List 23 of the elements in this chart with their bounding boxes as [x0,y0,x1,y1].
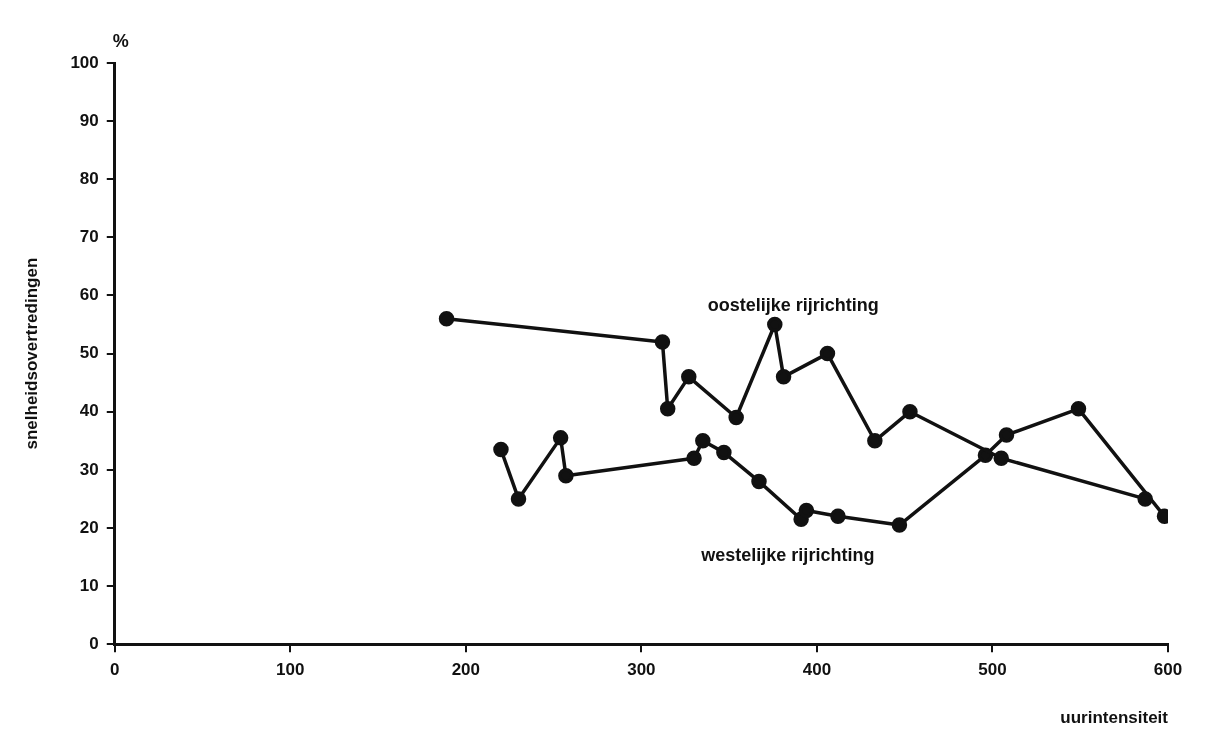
x-tick-label: 200 [451,660,481,680]
series-label: oostelijke rijrichting [707,294,879,315]
y-tick-label: 30 [79,459,99,479]
y-tick-label: 10 [79,575,99,595]
x-axis-title: uurintensiteit [1060,708,1169,728]
y-tick-label: 0 [89,633,99,653]
x-tick-label: 0 [110,660,120,680]
y-tick-label: 40 [79,401,99,421]
y-tick-label: 100 [70,52,99,72]
x-tick-label: 500 [978,660,1007,680]
x-tick-label: 100 [276,660,305,680]
y-tick-label: 80 [79,168,99,188]
y-tick-label: 70 [79,227,99,247]
x-tick-label: 300 [627,660,656,680]
x-tick-label: 600 [1153,660,1183,680]
text: % [112,30,129,51]
y-tick-label: 60 [79,285,99,305]
y-tick-label: 90 [79,110,99,130]
x-tick-label: 400 [802,660,832,680]
y-tick-label: 50 [79,343,99,363]
series-label: westelijke rijrichting [700,545,875,566]
y-tick-label: 20 [79,517,99,537]
y-axis-title: snelheidsovertredingen [21,257,41,450]
